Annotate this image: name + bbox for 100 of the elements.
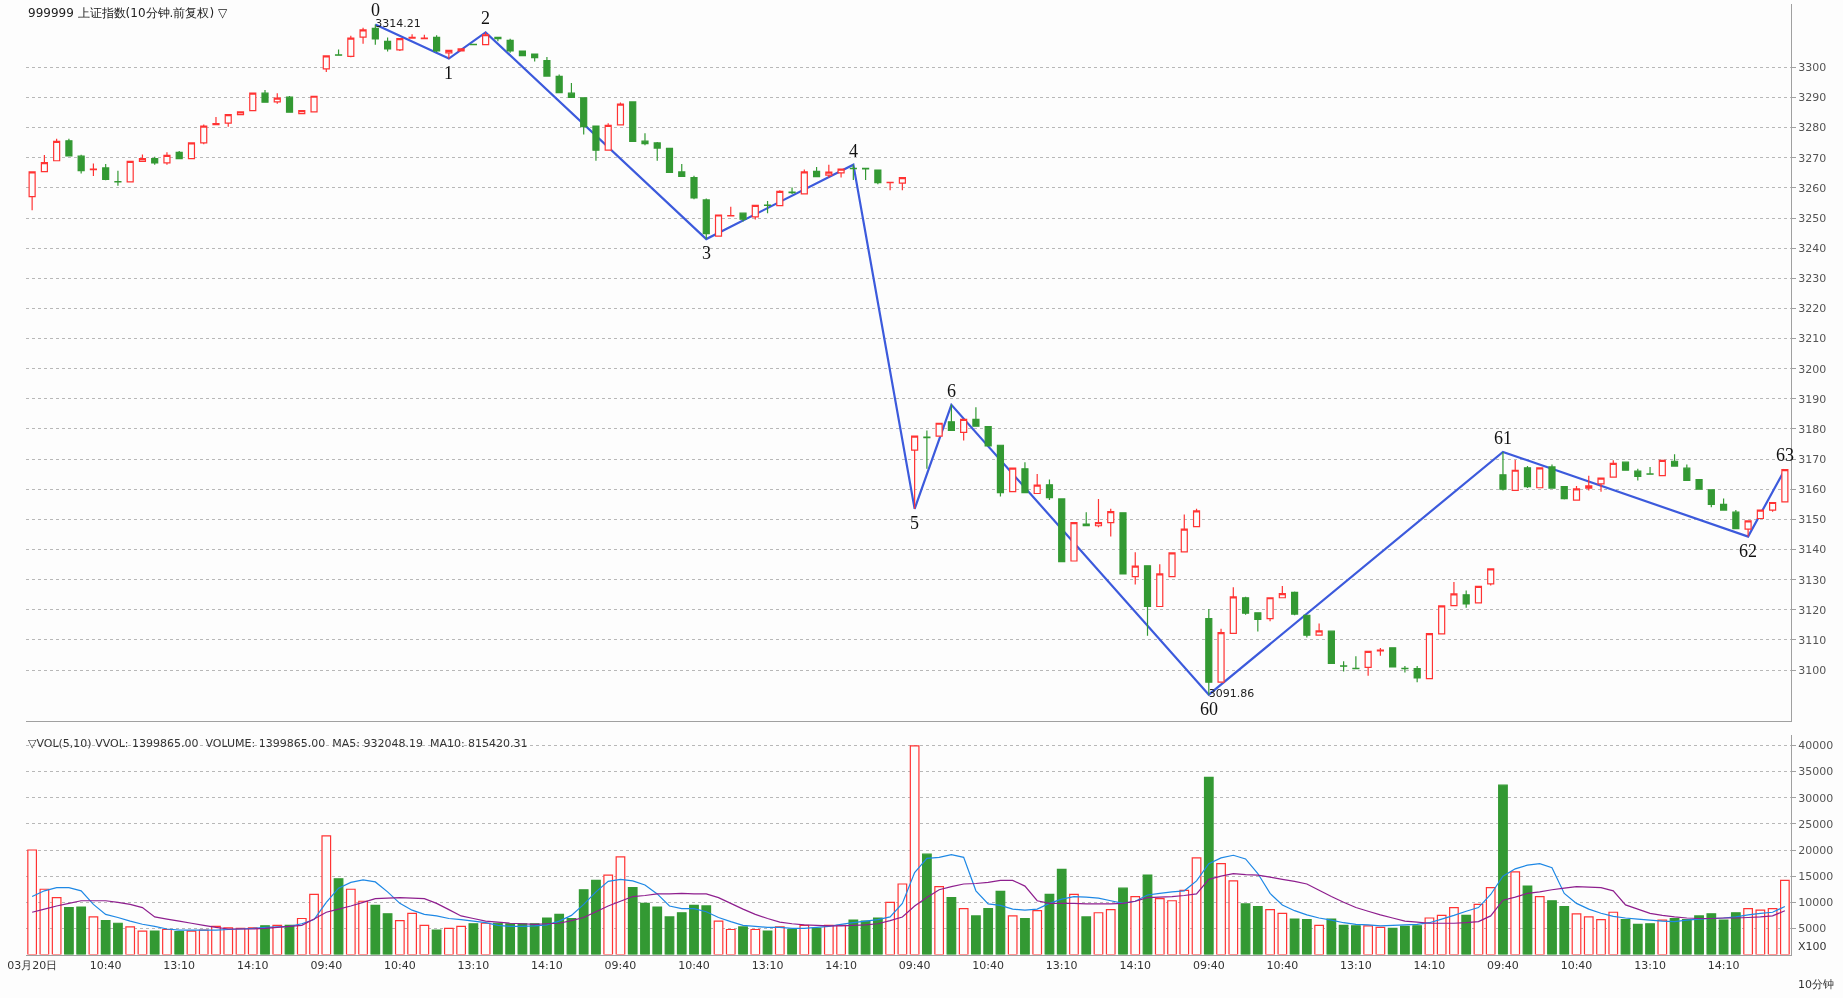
candlestick [1180,513,1188,553]
bar [738,926,748,955]
bar [1436,914,1447,955]
candlestick [592,125,600,162]
bar [1645,923,1655,955]
bar [1216,863,1226,955]
candlestick [763,200,772,214]
y-tick-label: 10000 [1798,896,1834,910]
candlestick [1719,498,1728,511]
candlestick [1364,650,1372,677]
annotation: 4 [849,141,858,161]
bar [1338,924,1349,955]
chart-title: 999999 上证指数(10分钟.前复权) ▽ [28,6,228,20]
line-series [31,872,1786,930]
bar [1534,895,1545,955]
bar [1252,905,1263,955]
candlestick [1658,459,1666,477]
bar [1485,887,1496,955]
candlestick [1401,665,1409,674]
annotation: 63 [1776,445,1794,465]
bar [517,923,528,955]
candlestick [1352,655,1360,670]
candlestick [1327,630,1335,665]
candlestick [1548,463,1556,489]
bar [1400,925,1410,955]
x-tick-label: 10:40 [678,958,710,972]
bar [1375,926,1386,955]
x-tick-label: 09:40 [1487,958,1519,972]
bar [1559,905,1570,955]
bar [309,893,319,955]
candlestick [629,101,637,143]
candlestick [665,147,674,174]
candlestick [359,27,367,45]
bar [1779,879,1790,955]
candlestick [1058,498,1066,563]
bar [1007,915,1018,955]
candlestick [1609,459,1617,479]
bar [983,907,994,955]
y-tick-label: 3170 [1798,452,1827,466]
candlestick [310,95,318,113]
candlestick [1572,485,1581,502]
candlestick [972,406,980,428]
bar [1289,918,1300,955]
y-tick-label: 3260 [1798,181,1827,195]
y-tick-label: 20000 [1798,843,1834,857]
bar [260,925,270,955]
candlestick [261,89,269,104]
bar [1130,895,1141,955]
bar [493,922,503,955]
bar [480,922,491,955]
bar [713,920,724,955]
bar [358,900,368,955]
bar [1767,907,1778,955]
candlestick [1695,478,1703,491]
bar [1056,868,1067,955]
bar [676,912,687,955]
candlestick [1168,551,1176,578]
candlestick [776,189,784,207]
y-tick-label: 3210 [1798,332,1827,346]
candlestick [1487,567,1495,586]
candlestick [1707,488,1715,508]
bar [627,887,638,955]
candlestick [114,170,122,187]
bar [652,906,663,955]
candlestick [580,96,588,136]
bar [762,930,773,955]
candlestick [1450,581,1458,607]
candlestick [898,176,906,191]
bar [689,904,699,955]
y-tick-label: 3250 [1798,211,1827,225]
bar [137,930,148,955]
bar [1081,916,1092,955]
bar [823,924,834,955]
annotation: ▽VOL(5,10) VVOL: 1399865.00 VOLUME: 1399865.00 MA5: 932048.19 MA10: 815420.31 [28,737,528,750]
candlestick [616,101,625,126]
bar [603,874,614,955]
candlestick [788,186,796,195]
annotation: 0 [371,0,380,20]
bar [198,929,209,955]
bar [971,915,981,955]
bar [1657,919,1668,955]
candlestick [1241,596,1250,616]
bar [958,907,969,955]
candlestick [1646,466,1654,476]
bar [1154,898,1165,955]
x-tick-label: 10:40 [1266,958,1299,972]
candlestick [1315,622,1323,637]
bar [860,920,871,955]
candlestick [1254,611,1262,633]
bar [1730,912,1741,955]
candlestick [445,49,453,60]
candlestick [1585,475,1593,492]
candlestick [249,92,257,112]
bar [1265,909,1275,955]
bar [995,890,1006,955]
bar [1228,880,1239,955]
x-tick-label: 09:40 [898,958,931,972]
bar [774,926,785,955]
candlestick [28,171,36,211]
candlestick [1597,477,1605,493]
